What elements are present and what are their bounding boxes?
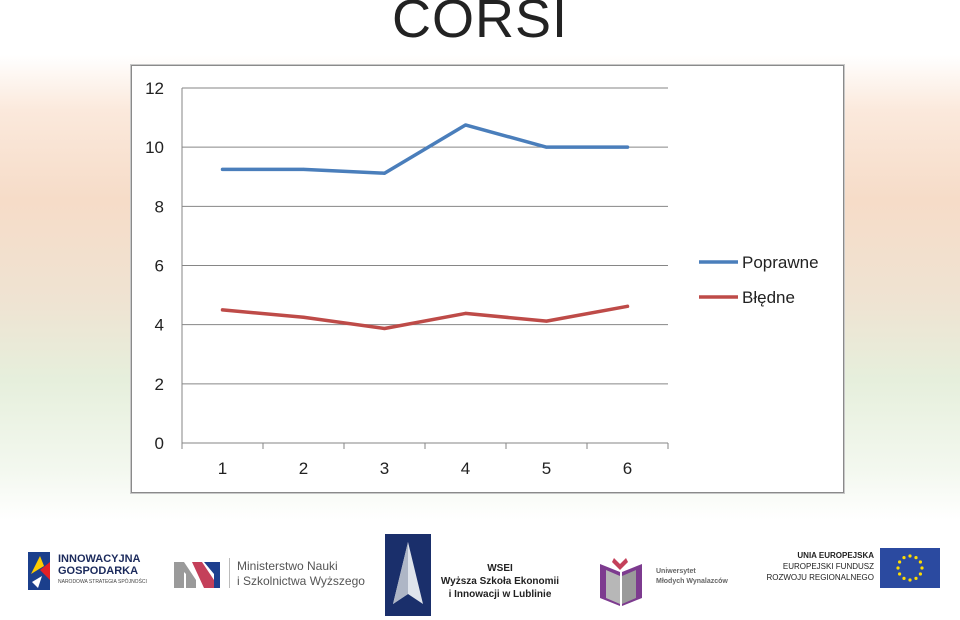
ministerstwo-line1: Ministerstwo Nauki: [237, 559, 338, 573]
y-tick-label: 10: [145, 138, 164, 157]
x-tick-label: 3: [380, 459, 389, 478]
eu-flag-icon: [880, 548, 940, 588]
uniwersytet-line2: Młodych Wynalazców: [656, 578, 728, 585]
eu-logo: UNIA EUROPEJSKA EUROPEJSKI FUNDUSZ ROZWO…: [764, 548, 944, 592]
data-point: [302, 167, 305, 171]
eu-star-icon: [902, 576, 906, 580]
series-line-1: [220, 123, 630, 175]
uniwersytet-logo: Uniwersytet Młodych Wynalazców: [598, 558, 748, 610]
wsei-logo: WSEI Wyższa Szkoła Ekonomii i Innowacji …: [385, 534, 565, 618]
y-tick-label: 8: [155, 197, 164, 216]
data-point: [545, 319, 548, 323]
wsei-line3: i Innowacji w Lublinie: [448, 589, 552, 600]
footer-logos: INNOWACYJNA GOSPODARKA NARODOWA STRATEGI…: [0, 530, 960, 620]
eu-star-icon: [908, 578, 912, 582]
y-tick-label: 12: [145, 79, 164, 98]
data-point: [545, 145, 548, 149]
data-point: [626, 145, 629, 149]
eu-star-icon: [920, 566, 924, 570]
y-tick-label: 6: [155, 257, 164, 276]
line-chart: 0 2 4 6 8 10 12 1 2 3 4 5 6 Poprawne Błędne: [131, 65, 844, 493]
y-tick-label: 2: [155, 375, 164, 394]
eu-star-icon: [914, 576, 918, 580]
x-tick-label: 1: [218, 459, 227, 478]
ministerstwo-line2: i Szkolnictwa Wyższego: [237, 574, 365, 588]
eu-star-icon: [898, 572, 902, 576]
wsei-arrow-icon: [385, 534, 431, 616]
innowacyjna-gospodarka-logo: INNOWACYJNA GOSPODARKA NARODOWA STRATEGI…: [28, 552, 158, 592]
x-tick-label: 2: [299, 459, 308, 478]
eu-star-icon: [908, 554, 912, 558]
data-point: [383, 327, 386, 331]
ministerstwo-emblem-icon: [174, 562, 220, 588]
slide-title: CORSI: [391, 0, 569, 49]
innowacyjna-line2: GOSPODARKA: [58, 565, 139, 577]
innowacyjna-star-icon: [28, 552, 50, 590]
eu-star-icon: [902, 556, 906, 560]
eu-star-icon: [898, 560, 902, 564]
data-point: [302, 315, 305, 319]
legend-label: Błędne: [742, 288, 795, 307]
x-tick-label: 6: [623, 459, 632, 478]
eu-star-icon: [918, 572, 922, 576]
eu-star-icon: [914, 556, 918, 560]
wsei-line2: Wyższa Szkoła Ekonomii: [440, 576, 560, 587]
x-tick-label: 4: [461, 459, 470, 478]
data-point: [464, 123, 467, 127]
data-point: [383, 171, 386, 175]
innowacyjna-line1: INNOWACYJNA: [58, 553, 141, 565]
data-point: [221, 308, 224, 312]
series-line-2: [220, 304, 630, 331]
legend-label: Poprawne: [742, 253, 819, 272]
uniwersytet-line1: Uniwersytet: [656, 568, 696, 575]
innowacyjna-line3: NARODOWA STRATEGIA SPÓJNOŚCI: [58, 579, 147, 585]
data-point: [464, 311, 467, 315]
eu-line1: UNIA EUROPEJSKA: [797, 551, 874, 560]
eu-star-icon: [918, 560, 922, 564]
x-tick-label: 5: [542, 459, 551, 478]
data-point: [626, 304, 629, 308]
uniwersytet-book-icon: [600, 558, 642, 606]
data-point: [221, 167, 224, 171]
eu-line2: EUROPEJSKI FUNDUSZ: [782, 562, 874, 571]
eu-line3: ROZWOJU REGIONALNEGO: [766, 573, 874, 582]
eu-star-icon: [896, 566, 900, 570]
ministerstwo-logo: Ministerstwo Nauki i Szkolnictwa Wyższeg…: [174, 558, 365, 594]
wsei-line1: WSEI: [487, 563, 513, 574]
y-tick-label: 4: [155, 316, 164, 335]
y-tick-label: 0: [155, 434, 164, 453]
